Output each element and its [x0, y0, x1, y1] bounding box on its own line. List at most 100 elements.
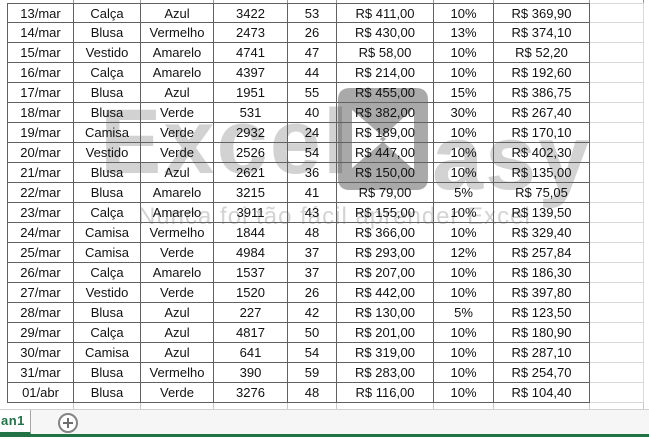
table-cell-date[interactable]: 29/mar: [7, 323, 74, 343]
table-cell-code[interactable]: 1951: [214, 83, 288, 103]
sheet-tab-active[interactable]: an1: [0, 410, 31, 435]
table-cell-product[interactable]: Blusa: [74, 83, 141, 103]
table-cell-date[interactable]: 17/mar: [7, 83, 74, 103]
table-cell-empty[interactable]: [590, 43, 644, 63]
table-cell-discount[interactable]: 12%: [434, 243, 494, 263]
table-cell-discount[interactable]: 10%: [434, 323, 494, 343]
table-cell-product[interactable]: Blusa: [74, 303, 141, 323]
table-cell-product[interactable]: Calça: [74, 63, 141, 83]
table-cell-code[interactable]: 3422: [214, 3, 288, 23]
table-cell-discount[interactable]: 10%: [434, 63, 494, 83]
table-cell-quantity[interactable]: 37: [288, 243, 337, 263]
table-cell-empty[interactable]: [590, 23, 644, 43]
table-cell-discount[interactable]: 10%: [434, 43, 494, 63]
table-cell-date[interactable]: 26/mar: [7, 263, 74, 283]
table-cell-quantity[interactable]: 42: [288, 303, 337, 323]
table-cell-quantity[interactable]: 37: [288, 263, 337, 283]
table-cell-final_price[interactable]: R$ 75,05: [494, 183, 590, 203]
table-cell-final_price[interactable]: R$ 397,80: [494, 283, 590, 303]
table-cell-color[interactable]: Verde: [141, 383, 214, 403]
table-cell-date[interactable]: 24/mar: [7, 223, 74, 243]
table-cell-discount[interactable]: 10%: [434, 383, 494, 403]
table-cell-quantity[interactable]: 26: [288, 283, 337, 303]
table-cell-price[interactable]: R$ 319,00: [337, 343, 434, 363]
table-cell-code[interactable]: 2473: [214, 23, 288, 43]
table-cell-final_price[interactable]: R$ 287,10: [494, 343, 590, 363]
table-cell-price[interactable]: R$ 411,00: [337, 3, 434, 23]
table-cell-color[interactable]: Verde: [141, 123, 214, 143]
table-cell-code[interactable]: 2526: [214, 143, 288, 163]
table-cell-final_price[interactable]: R$ 329,40: [494, 223, 590, 243]
table-cell-price[interactable]: R$ 201,00: [337, 323, 434, 343]
table-cell-discount[interactable]: 5%: [434, 183, 494, 203]
table-cell-empty[interactable]: [590, 163, 644, 183]
table-cell-quantity[interactable]: 54: [288, 343, 337, 363]
table-cell-product[interactable]: Blusa: [74, 183, 141, 203]
table-cell-code[interactable]: 4817: [214, 323, 288, 343]
table-cell-product[interactable]: Calça: [74, 203, 141, 223]
table-cell-quantity[interactable]: 55: [288, 83, 337, 103]
table-cell-date[interactable]: 18/mar: [7, 103, 74, 123]
table-cell-final_price[interactable]: R$ 104,40: [494, 383, 590, 403]
table-cell-date[interactable]: 21/mar: [7, 163, 74, 183]
table-cell-code[interactable]: 4397: [214, 63, 288, 83]
table-cell-final_price[interactable]: R$ 267,40: [494, 103, 590, 123]
table-cell-date[interactable]: 19/mar: [7, 123, 74, 143]
table-cell-color[interactable]: Azul: [141, 83, 214, 103]
table-cell-code[interactable]: 4984: [214, 243, 288, 263]
table-cell-color[interactable]: Verde: [141, 103, 214, 123]
table-cell-empty[interactable]: [590, 383, 644, 403]
table-cell-price[interactable]: R$ 293,00: [337, 243, 434, 263]
table-cell-quantity[interactable]: 44: [288, 63, 337, 83]
table-cell-empty[interactable]: [590, 343, 644, 363]
table-cell-date[interactable]: 22/mar: [7, 183, 74, 203]
table-cell-code[interactable]: 641: [214, 343, 288, 363]
table-cell-price[interactable]: R$ 366,00: [337, 223, 434, 243]
table-cell-discount[interactable]: 10%: [434, 363, 494, 383]
table-cell-price[interactable]: R$ 382,00: [337, 103, 434, 123]
table-cell-color[interactable]: Amarelo: [141, 43, 214, 63]
table-cell-code[interactable]: 390: [214, 363, 288, 383]
table-cell-product[interactable]: Vestido: [74, 283, 141, 303]
table-cell-final_price[interactable]: R$ 369,90: [494, 3, 590, 23]
table-cell-discount[interactable]: 13%: [434, 23, 494, 43]
table-cell-date[interactable]: 30/mar: [7, 343, 74, 363]
table-cell-product[interactable]: Blusa: [74, 163, 141, 183]
table-cell-date[interactable]: 31/mar: [7, 363, 74, 383]
table-cell-code[interactable]: 2932: [214, 123, 288, 143]
table-cell-final_price[interactable]: R$ 139,50: [494, 203, 590, 223]
table-cell-empty[interactable]: [590, 63, 644, 83]
table-cell-code[interactable]: 2621: [214, 163, 288, 183]
table-cell-quantity[interactable]: 50: [288, 323, 337, 343]
table-cell-quantity[interactable]: 43: [288, 203, 337, 223]
table-cell-quantity[interactable]: 24: [288, 123, 337, 143]
table-cell-discount[interactable]: 10%: [434, 223, 494, 243]
table-cell-product[interactable]: Calça: [74, 3, 141, 23]
table-cell-product[interactable]: Blusa: [74, 23, 141, 43]
table-cell-date[interactable]: 13/mar: [7, 3, 74, 23]
table-cell-price[interactable]: R$ 207,00: [337, 263, 434, 283]
table-cell-empty[interactable]: [590, 363, 644, 383]
table-cell-color[interactable]: Verde: [141, 283, 214, 303]
table-cell-color[interactable]: Amarelo: [141, 63, 214, 83]
table-cell-product[interactable]: Blusa: [74, 363, 141, 383]
table-cell-price[interactable]: R$ 442,00: [337, 283, 434, 303]
table-cell-discount[interactable]: 10%: [434, 163, 494, 183]
table-cell-quantity[interactable]: 47: [288, 43, 337, 63]
table-cell-quantity[interactable]: 53: [288, 3, 337, 23]
table-cell-discount[interactable]: 10%: [434, 3, 494, 23]
table-cell-product[interactable]: Camisa: [74, 343, 141, 363]
table-cell-product[interactable]: Calça: [74, 263, 141, 283]
table-cell-final_price[interactable]: R$ 170,10: [494, 123, 590, 143]
table-cell-product[interactable]: Blusa: [74, 103, 141, 123]
table-cell-empty[interactable]: [590, 323, 644, 343]
table-cell-date[interactable]: 27/mar: [7, 283, 74, 303]
table-cell-discount[interactable]: 10%: [434, 263, 494, 283]
table-cell-empty[interactable]: [590, 283, 644, 303]
table-cell-product[interactable]: Calça: [74, 323, 141, 343]
table-cell-color[interactable]: Azul: [141, 323, 214, 343]
table-cell-discount[interactable]: 10%: [434, 203, 494, 223]
table-cell-final_price[interactable]: R$ 186,30: [494, 263, 590, 283]
table-cell-price[interactable]: R$ 283,00: [337, 363, 434, 383]
table-cell-quantity[interactable]: 48: [288, 223, 337, 243]
